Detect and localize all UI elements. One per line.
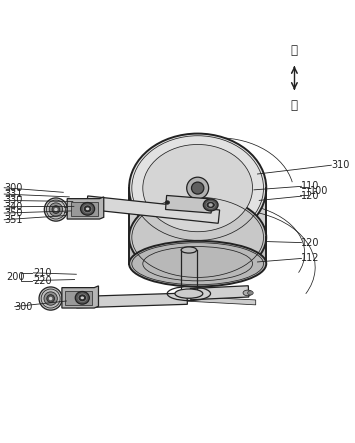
Ellipse shape xyxy=(243,290,252,296)
Text: 上: 上 xyxy=(291,44,298,57)
Text: 340: 340 xyxy=(4,202,23,212)
Ellipse shape xyxy=(86,207,89,210)
Text: 210: 210 xyxy=(33,268,52,278)
Ellipse shape xyxy=(165,201,170,204)
Ellipse shape xyxy=(206,202,215,209)
Ellipse shape xyxy=(81,296,84,299)
Ellipse shape xyxy=(44,198,67,221)
Ellipse shape xyxy=(52,206,60,214)
Polygon shape xyxy=(67,197,104,219)
Text: 110: 110 xyxy=(301,181,320,191)
Polygon shape xyxy=(164,295,256,305)
Text: 112: 112 xyxy=(301,253,320,264)
Polygon shape xyxy=(71,202,98,216)
Ellipse shape xyxy=(129,241,266,287)
Text: 350: 350 xyxy=(4,208,23,218)
Ellipse shape xyxy=(83,205,92,213)
Ellipse shape xyxy=(187,177,209,199)
Text: 310: 310 xyxy=(331,160,350,170)
Ellipse shape xyxy=(181,247,197,253)
Ellipse shape xyxy=(81,202,95,215)
Text: 220: 220 xyxy=(33,276,52,286)
Ellipse shape xyxy=(47,295,55,303)
Text: 330: 330 xyxy=(4,195,23,206)
Polygon shape xyxy=(86,196,220,223)
Polygon shape xyxy=(190,286,249,300)
Text: 200: 200 xyxy=(6,272,24,282)
Ellipse shape xyxy=(203,199,218,211)
Text: 下: 下 xyxy=(291,99,298,112)
Ellipse shape xyxy=(129,133,266,243)
Polygon shape xyxy=(62,286,98,308)
Ellipse shape xyxy=(44,292,57,305)
Polygon shape xyxy=(65,291,93,305)
Ellipse shape xyxy=(49,297,53,300)
Text: 331: 331 xyxy=(4,189,23,199)
Ellipse shape xyxy=(39,287,62,310)
Ellipse shape xyxy=(129,195,266,280)
Text: 351: 351 xyxy=(4,215,23,225)
Ellipse shape xyxy=(248,291,253,295)
Ellipse shape xyxy=(54,208,58,211)
Ellipse shape xyxy=(78,294,87,302)
Ellipse shape xyxy=(143,144,252,232)
Ellipse shape xyxy=(75,291,89,304)
Polygon shape xyxy=(129,188,266,237)
Text: 120: 120 xyxy=(301,191,320,201)
Text: 300: 300 xyxy=(4,183,23,193)
Polygon shape xyxy=(76,293,187,308)
Text: 120: 120 xyxy=(301,237,320,248)
Ellipse shape xyxy=(49,203,62,216)
Text: 100: 100 xyxy=(310,186,329,196)
Polygon shape xyxy=(129,237,266,264)
Polygon shape xyxy=(165,195,212,213)
Ellipse shape xyxy=(209,203,213,207)
Ellipse shape xyxy=(175,289,203,298)
Text: 300: 300 xyxy=(15,302,33,311)
Ellipse shape xyxy=(191,182,204,194)
